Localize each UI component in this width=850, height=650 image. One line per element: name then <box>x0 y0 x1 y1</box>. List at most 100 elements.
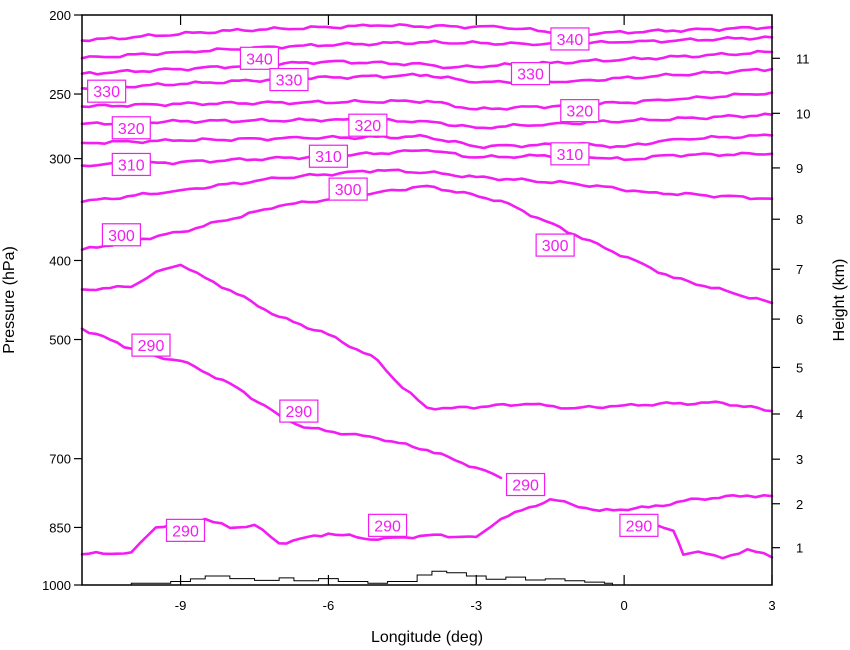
contour-label-text: 290 <box>286 404 313 421</box>
contour-label-text: 330 <box>517 67 544 84</box>
contour-label-text: 300 <box>108 228 135 245</box>
contour-line-290 <box>80 263 774 413</box>
contour-label-text: 340 <box>557 32 584 49</box>
y-axis-height: 1 2 3 4 5 6 7 8 9 10 11 <box>772 51 810 556</box>
x-tick-label: -3 <box>471 598 483 613</box>
contour-line-330 <box>80 49 774 76</box>
x-tick-label: 0 <box>621 598 628 613</box>
contour-label-box <box>505 472 546 497</box>
contour-line-340 <box>80 23 774 43</box>
contour-label-box <box>348 113 388 137</box>
contour-line-340 <box>80 35 774 60</box>
contour-line-330 <box>80 67 774 91</box>
contour-line-300 <box>80 184 774 305</box>
contour-label-text: 330 <box>93 84 120 101</box>
contour-label-box <box>550 142 590 166</box>
contour-label-box <box>165 518 206 542</box>
contour-label-box <box>619 513 659 537</box>
contour-label-text: 340 <box>246 51 273 68</box>
height-tick-label: 11 <box>796 51 810 66</box>
x-axis: -9 -6 -3 0 3 <box>175 15 776 613</box>
contour-label: 340 <box>239 46 280 70</box>
y-tick-label: 500 <box>49 333 71 348</box>
contour-label-text: 320 <box>355 118 382 135</box>
x-tick-label: 3 <box>768 598 775 613</box>
contour-label: 290 <box>131 333 171 357</box>
height-tick-label: 4 <box>796 407 803 422</box>
height-tick-label: 2 <box>796 497 803 512</box>
x-tick-label: -9 <box>175 598 187 613</box>
plot-frame <box>81 14 773 586</box>
contour-layer <box>80 23 774 560</box>
contour-label-box <box>101 223 142 247</box>
contour-line-320 <box>80 91 774 111</box>
contour-label-box <box>328 177 368 201</box>
contour-label-box <box>87 79 127 103</box>
contour-label-box <box>269 67 309 92</box>
y-axis-pressure: 200 250 300 400 500 700 850 1000 <box>42 8 82 593</box>
y-tick-label: 400 <box>49 253 71 268</box>
contour-label-text: 310 <box>118 157 145 174</box>
contour-label-text: 310 <box>557 147 584 164</box>
contour-line-310 <box>80 148 774 168</box>
contour-label-text: 290 <box>374 518 401 535</box>
contour-label: 330 <box>269 67 309 92</box>
contour-label-box <box>239 46 280 70</box>
x-tick-label: -6 <box>323 598 335 613</box>
contour-label-text: 290 <box>138 338 165 355</box>
contour-label-text: 300 <box>542 238 569 255</box>
contour-label-box <box>111 152 151 177</box>
contour-label-box <box>131 333 171 357</box>
contour-line-320 <box>80 112 774 130</box>
y-tick-label: 250 <box>49 87 71 102</box>
height-tick-label: 7 <box>796 262 803 277</box>
contour-label-text: 330 <box>276 73 303 90</box>
contour-label: 320 <box>560 99 600 123</box>
contour-label-text: 310 <box>315 149 342 166</box>
y-tick-label: 200 <box>49 8 71 23</box>
contour-line-310 <box>80 133 774 150</box>
contour-label: 320 <box>111 116 151 140</box>
x-axis-title: Longitude (deg) <box>371 629 483 646</box>
contour-label: 300 <box>328 177 368 201</box>
contour-line-300 <box>80 168 774 204</box>
contour-label-box <box>308 144 349 168</box>
y2-axis-title: Height (km) <box>831 259 848 342</box>
contour-label: 320 <box>348 113 388 137</box>
contour-label: 300 <box>535 233 575 257</box>
contour-line-290 <box>647 520 774 560</box>
contour-label-box <box>367 513 408 537</box>
contour-label-box <box>560 99 600 123</box>
contour-label: 290 <box>165 518 206 542</box>
contour-label-box <box>111 116 151 140</box>
contour-label: 310 <box>308 144 349 168</box>
terrain-outline <box>130 570 613 585</box>
y-axis-title: Pressure (hPa) <box>1 246 18 354</box>
contour-label: 330 <box>510 62 551 86</box>
contour-label: 300 <box>101 223 142 247</box>
contour-label: 290 <box>505 472 546 497</box>
height-tick-label: 5 <box>796 360 803 375</box>
height-tick-label: 3 <box>796 452 803 467</box>
contour-label-box <box>279 399 319 423</box>
contour-label-text: 300 <box>335 182 362 199</box>
contour-label: 310 <box>111 152 151 177</box>
contour-label-text: 290 <box>172 523 199 540</box>
contour-label-text: 320 <box>118 121 145 138</box>
y-tick-label: 850 <box>49 520 71 535</box>
contour-label: 290 <box>619 513 659 537</box>
height-tick-label: 6 <box>796 312 803 327</box>
terrain-layer <box>130 570 613 585</box>
height-tick-label: 8 <box>796 212 803 227</box>
contour-label-text: 320 <box>566 104 593 121</box>
contour-label: 310 <box>550 142 590 166</box>
contour-label-box <box>550 27 590 51</box>
contour-label-box <box>535 233 575 257</box>
height-tick-label: 9 <box>796 161 803 176</box>
contour-label: 330 <box>87 79 127 103</box>
y-tick-label: 300 <box>49 152 71 167</box>
contour-label: 290 <box>367 513 408 537</box>
contour-label-box <box>510 62 551 86</box>
